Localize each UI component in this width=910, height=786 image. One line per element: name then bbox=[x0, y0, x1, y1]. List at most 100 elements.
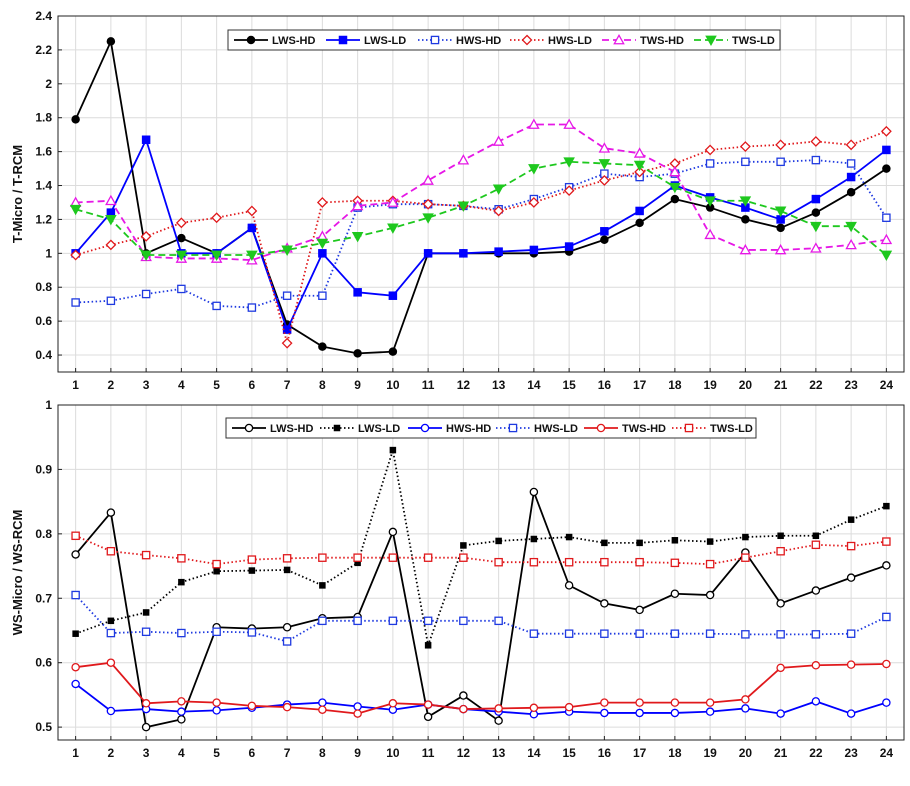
series-lws-ld bbox=[72, 446, 890, 649]
data-point bbox=[635, 629, 644, 638]
data-point bbox=[493, 205, 505, 217]
data-point bbox=[636, 539, 643, 547]
series-tws-ld bbox=[71, 531, 891, 569]
x-tick-label: 9 bbox=[354, 378, 361, 392]
top-chart: 0.40.60.811.21.41.61.822.22.41 2 3 4 5 6 7 8 9 10… bbox=[10, 9, 905, 392]
data-point bbox=[811, 155, 821, 165]
x-tick-label: 22 bbox=[809, 746, 823, 760]
data-point bbox=[212, 698, 221, 707]
data-point bbox=[846, 172, 856, 182]
x-tick-label: 18 bbox=[668, 746, 682, 760]
data-point bbox=[883, 502, 890, 510]
data-point bbox=[351, 199, 364, 211]
data-point bbox=[882, 561, 891, 570]
y-tick-label: 0.8 bbox=[35, 527, 52, 541]
series-hws-ld bbox=[71, 590, 891, 646]
x-tick-label: 20 bbox=[739, 746, 753, 760]
data-point bbox=[281, 337, 293, 349]
data-point bbox=[705, 159, 715, 168]
data-point bbox=[177, 554, 186, 563]
data-point bbox=[600, 557, 609, 567]
legend-marker bbox=[333, 424, 341, 432]
data-point bbox=[353, 616, 362, 626]
data-point bbox=[600, 227, 609, 236]
series-line bbox=[75, 449, 887, 649]
data-point bbox=[387, 223, 399, 234]
data-point bbox=[140, 230, 152, 242]
x-tick-label: 15 bbox=[562, 746, 576, 760]
data-point bbox=[106, 508, 116, 517]
x-tick-label: 6 bbox=[249, 746, 256, 760]
data-point bbox=[318, 553, 327, 562]
legend-marker bbox=[508, 423, 518, 433]
data-point bbox=[210, 250, 223, 262]
y-tick-label: 2 bbox=[45, 77, 52, 91]
series-tws-ld bbox=[69, 157, 893, 262]
data-point bbox=[846, 573, 856, 582]
x-tick-label: 24 bbox=[880, 378, 894, 392]
data-point bbox=[774, 243, 787, 255]
legend-label: LWS-HD bbox=[272, 35, 315, 47]
data-point bbox=[495, 537, 502, 545]
x-tick-label: 5 bbox=[213, 378, 220, 392]
y-axis-label: T-Micro / T-RCM bbox=[10, 145, 25, 243]
data-point bbox=[387, 196, 399, 207]
data-point bbox=[563, 185, 575, 197]
data-point bbox=[175, 217, 187, 229]
x-tick-label: 16 bbox=[598, 378, 612, 392]
data-point bbox=[459, 704, 468, 714]
data-point bbox=[847, 516, 855, 523]
data-point bbox=[705, 698, 715, 707]
x-tick-label: 5 bbox=[213, 746, 220, 760]
data-point bbox=[105, 194, 117, 206]
data-point bbox=[71, 662, 80, 672]
series-line bbox=[75, 661, 887, 715]
data-point bbox=[812, 532, 820, 540]
data-point bbox=[247, 303, 257, 312]
data-point bbox=[106, 706, 116, 716]
legend-marker bbox=[430, 35, 440, 45]
x-tick-label: 14 bbox=[527, 746, 541, 760]
legend-label: TWS-LD bbox=[732, 35, 775, 47]
x-tick-label: 3 bbox=[143, 746, 150, 760]
plot-area bbox=[57, 15, 905, 373]
data-point bbox=[494, 704, 503, 713]
data-point bbox=[565, 533, 573, 541]
legend-marker bbox=[596, 423, 606, 433]
data-point bbox=[742, 533, 749, 541]
data-point bbox=[564, 242, 574, 251]
data-point bbox=[248, 567, 256, 574]
data-point bbox=[177, 697, 186, 706]
data-point bbox=[741, 215, 750, 224]
data-point bbox=[601, 539, 608, 547]
data-point bbox=[741, 157, 750, 167]
data-point bbox=[247, 223, 257, 233]
data-point bbox=[670, 558, 680, 568]
data-point bbox=[810, 136, 822, 147]
data-point bbox=[177, 233, 186, 243]
data-point bbox=[529, 487, 539, 497]
data-point bbox=[459, 249, 468, 258]
data-point bbox=[564, 557, 574, 567]
data-point bbox=[776, 223, 785, 233]
data-point bbox=[142, 609, 150, 616]
data-point bbox=[282, 554, 292, 563]
data-point bbox=[739, 243, 752, 255]
data-point bbox=[388, 291, 398, 300]
y-tick-label: 2.2 bbox=[35, 43, 52, 57]
legend: LWS-HD LWS-LD HWS-HD HWS-LD TWS-HD TWS-LD bbox=[225, 417, 757, 439]
y-tick-label: 2.4 bbox=[35, 9, 52, 23]
y-tick-label: 0.6 bbox=[35, 656, 52, 670]
legend: LWS-HD LWS-LD HWS-HD HWS-LD TWS-HD TWS-LD bbox=[227, 29, 781, 51]
data-point bbox=[494, 557, 503, 567]
series-line bbox=[75, 123, 887, 262]
data-point bbox=[423, 249, 433, 258]
data-point bbox=[106, 296, 116, 306]
data-point bbox=[211, 212, 223, 224]
x-tick-label: 17 bbox=[633, 746, 647, 760]
legend-label: TWS-HD bbox=[622, 423, 666, 435]
data-point bbox=[598, 142, 611, 153]
data-point bbox=[423, 712, 433, 722]
data-point bbox=[845, 139, 857, 151]
